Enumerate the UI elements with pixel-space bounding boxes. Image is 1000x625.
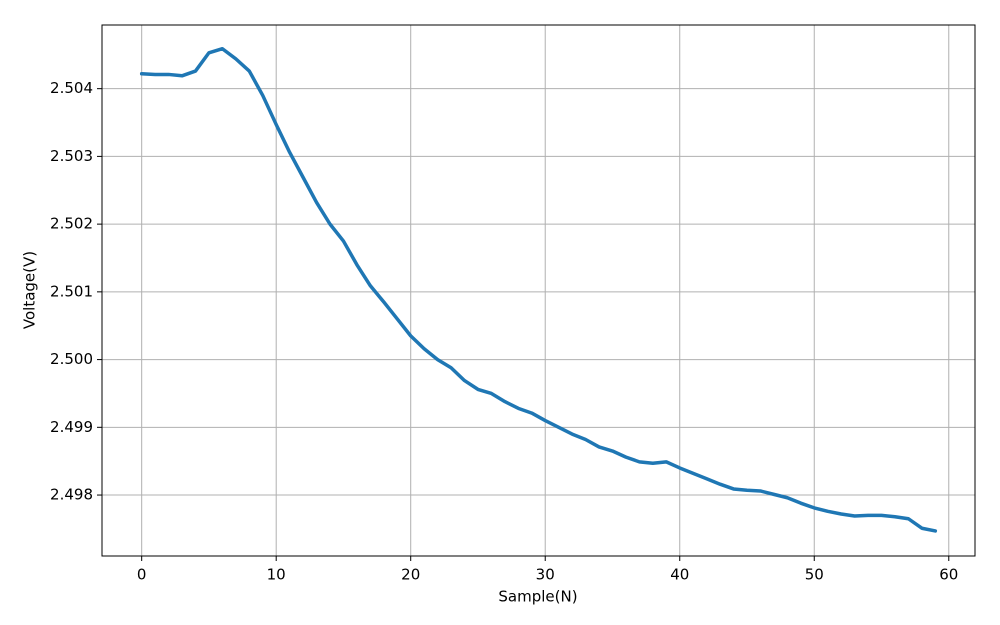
x-axis-label: Sample(N)	[498, 588, 577, 606]
x-tick-label: 60	[939, 566, 958, 584]
x-tick-label: 50	[805, 566, 824, 584]
y-tick-label: 2.499	[50, 418, 93, 436]
y-tick-label: 2.500	[50, 350, 93, 368]
plot-frame	[101, 24, 976, 557]
x-tick-label: 0	[137, 566, 147, 584]
x-tick-label: 30	[536, 566, 555, 584]
y-tick-label: 2.504	[50, 79, 93, 97]
y-tick-label: 2.501	[50, 282, 93, 300]
y-tick-label: 2.503	[50, 147, 93, 165]
x-tick-label: 10	[267, 566, 286, 584]
data-line	[139, 46, 938, 533]
x-tick-label: 40	[670, 566, 689, 584]
y-axis-label: Voltage(V)	[21, 251, 39, 329]
y-tick-label: 2.498	[50, 486, 93, 504]
x-tick-label: 20	[401, 566, 420, 584]
y-tick-label: 2.502	[50, 215, 93, 233]
